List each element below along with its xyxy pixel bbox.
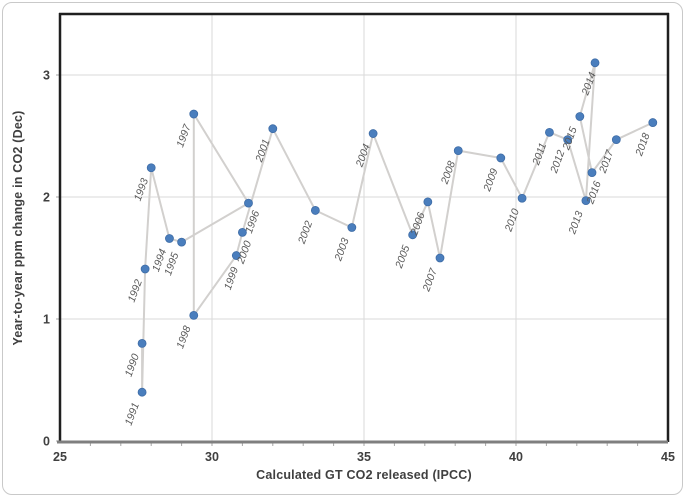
data-point-1999: [231, 251, 241, 260]
point-label-1990: 1990: [123, 352, 142, 378]
data-point-2000: [237, 227, 247, 237]
point-label-2003: 2003: [332, 236, 352, 263]
point-label-2018: 2018: [633, 131, 653, 158]
point-label-2007: 2007: [420, 266, 440, 294]
x-tick-label-40: 40: [509, 450, 523, 464]
y-axis-title: Year-to-year ppm change in CO2 (Dec): [11, 110, 25, 346]
data-point-1990: [137, 338, 147, 348]
point-label-1999: 1999: [222, 265, 241, 291]
data-point-2018: [648, 118, 658, 127]
data-point-2013: [581, 196, 591, 206]
x-axis-title: Calculated GT CO2 released (IPCC): [256, 468, 472, 482]
y-tick-label-2: 2: [43, 191, 50, 205]
data-point-2004: [368, 129, 378, 138]
data-point-1992: [140, 264, 150, 274]
data-point-1991: [137, 387, 147, 397]
data-point-2010: [517, 193, 527, 203]
data-point-2007: [435, 253, 445, 263]
data-point-1997: [189, 109, 199, 119]
data-point-2003: [347, 223, 357, 232]
data-point-2012: [563, 135, 573, 145]
point-label-2009: 2009: [481, 167, 501, 194]
point-label-1993: 1993: [132, 176, 151, 202]
data-point-2006: [423, 197, 433, 207]
data-point-2011: [545, 127, 554, 137]
point-label-2004: 2004: [353, 142, 373, 169]
x-tick-label-35: 35: [357, 450, 371, 464]
data-point-1996: [244, 198, 253, 208]
data-point-2005: [408, 230, 418, 240]
point-label-2006: 2006: [408, 211, 428, 238]
data-point-2015: [575, 112, 585, 121]
y-tick-label-0: 0: [43, 435, 50, 449]
x-tick-label-45: 45: [661, 450, 675, 464]
point-label-2002: 2002: [296, 219, 316, 246]
data-point-1998: [189, 310, 199, 320]
y-tick-label-1: 1: [43, 313, 50, 327]
data-point-1995: [177, 237, 187, 247]
point-label-1992: 1992: [126, 278, 145, 304]
point-label-2011: 2011: [530, 141, 549, 167]
data-point-2002: [310, 206, 320, 215]
point-label-2012: 2012: [548, 148, 568, 175]
data-point-2008: [453, 146, 463, 156]
point-label-2013: 2013: [566, 209, 586, 236]
data-point-1994: [165, 234, 174, 243]
point-label-1998: 1998: [174, 324, 193, 350]
point-label-2010: 2010: [502, 207, 522, 234]
point-label-2001: 2001: [253, 138, 273, 165]
point-label-2015: 2015: [560, 125, 580, 152]
data-point-2009: [496, 153, 506, 163]
data-point-2014: [590, 58, 600, 68]
point-label-1997: 1997: [174, 122, 194, 149]
data-point-2016: [587, 168, 597, 178]
x-tick-label-30: 30: [205, 450, 219, 464]
data-point-1993: [146, 163, 156, 173]
point-label-2005: 2005: [393, 244, 413, 271]
data-point-2017: [611, 135, 621, 145]
data-point-2001: [268, 124, 278, 134]
point-label-2017: 2017: [597, 147, 617, 175]
x-tick-label-25: 25: [53, 450, 67, 464]
point-label-1991: 1991: [123, 401, 142, 427]
y-tick-label-3: 3: [43, 69, 50, 83]
point-label-2000: 2000: [235, 239, 255, 266]
